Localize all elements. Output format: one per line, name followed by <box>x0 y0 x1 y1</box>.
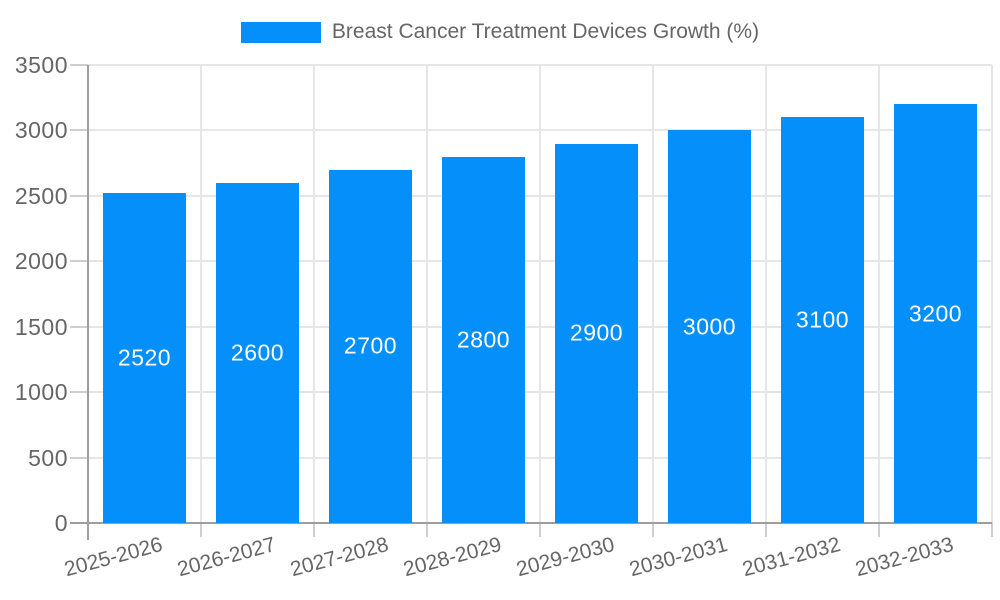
bar[interactable]: 2800 <box>442 156 525 523</box>
y-axis-line <box>87 65 89 540</box>
bar-value-label: 2520 <box>117 344 172 371</box>
y-tick-mark <box>70 194 88 197</box>
bar[interactable]: 3200 <box>894 104 977 523</box>
x-tick-mark <box>313 523 315 537</box>
bar-value-label: 2600 <box>230 339 285 366</box>
y-axis-tick-label: 3000 <box>14 117 68 144</box>
x-tick-mark <box>426 523 428 537</box>
x-gridline <box>539 65 541 523</box>
x-tick-mark <box>991 523 993 537</box>
x-gridline <box>878 65 880 523</box>
x-tick-mark <box>765 523 767 537</box>
bar[interactable]: 2520 <box>103 193 186 523</box>
y-axis-tick-label: 1000 <box>14 379 68 406</box>
y-tick-mark <box>70 456 88 459</box>
y-tick-mark <box>70 325 88 328</box>
bar-value-label: 2700 <box>343 332 398 359</box>
x-tick-mark <box>539 523 541 537</box>
y-tick-mark <box>70 260 88 263</box>
x-gridline <box>765 65 767 523</box>
x-gridline <box>313 65 315 523</box>
bar[interactable]: 3100 <box>781 117 864 523</box>
bar-value-label: 2800 <box>456 326 511 353</box>
y-tick-mark <box>70 64 88 66</box>
legend-item[interactable]: Breast Cancer Treatment Devices Growth (… <box>240 20 760 44</box>
bar-value-label: 3200 <box>908 300 963 327</box>
legend-label: Breast Cancer Treatment Devices Growth (… <box>331 20 760 43</box>
x-gridline <box>200 65 202 523</box>
bar-value-label: 3100 <box>795 306 850 333</box>
y-axis-tick-label: 2000 <box>14 248 68 275</box>
bar[interactable]: 3000 <box>668 130 751 523</box>
x-tick-mark <box>652 523 654 537</box>
y-tick-mark <box>70 129 88 132</box>
bar-value-label: 3000 <box>682 313 737 340</box>
x-gridline <box>426 65 428 523</box>
x-tick-mark <box>200 523 202 537</box>
bar[interactable]: 2600 <box>216 182 299 523</box>
x-axis-line <box>70 522 992 524</box>
y-axis-tick-label: 1500 <box>14 313 68 340</box>
bar[interactable]: 2900 <box>555 143 638 523</box>
y-tick-mark <box>70 391 88 394</box>
x-gridline <box>991 65 993 523</box>
legend: Breast Cancer Treatment Devices Growth (… <box>0 20 1000 44</box>
y-axis-tick-label: 3500 <box>14 52 68 78</box>
legend-swatch-icon <box>240 21 321 43</box>
bar-value-label: 2900 <box>569 319 624 346</box>
y-axis-tick-label: 0 <box>54 510 68 536</box>
bar[interactable]: 2700 <box>329 169 412 523</box>
y-axis-tick-label: 500 <box>28 444 68 471</box>
x-tick-mark <box>878 523 880 537</box>
x-gridline <box>652 65 654 523</box>
y-axis-tick-label: 2500 <box>14 182 68 209</box>
